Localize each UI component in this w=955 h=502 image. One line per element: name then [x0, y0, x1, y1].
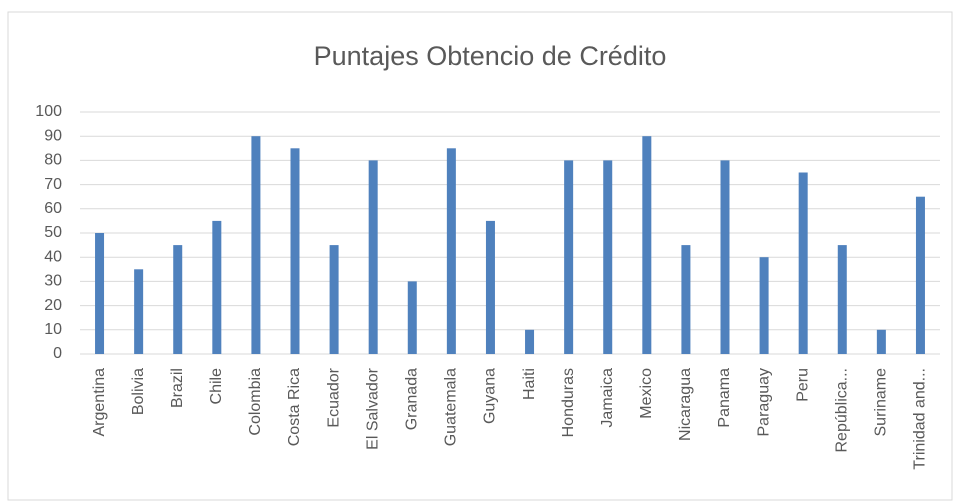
x-tick-label: Panama — [716, 368, 733, 428]
x-tick-label: Trinidad and... — [912, 368, 929, 470]
x-tick-label: Guyana — [482, 368, 499, 424]
y-tick-label: 30 — [44, 273, 62, 290]
x-tick-label: Suriname — [873, 368, 890, 437]
y-tick-label: 50 — [44, 224, 62, 241]
bar — [564, 160, 574, 354]
x-tick-label: Haiti — [521, 368, 538, 400]
bar — [407, 281, 417, 354]
x-tick-label: Brazil — [169, 368, 186, 408]
bar — [290, 148, 300, 354]
x-tick-label: Jamaica — [599, 368, 616, 428]
x-tick-label: Mexico — [638, 368, 655, 419]
x-tick-label: Argentina — [91, 368, 108, 437]
bar — [485, 220, 495, 354]
bar — [759, 257, 769, 354]
y-tick-label: 0 — [53, 345, 62, 362]
bar — [603, 160, 613, 354]
x-tick-label: Honduras — [560, 368, 577, 437]
bar — [368, 160, 378, 354]
x-tick-label: Bolivia — [130, 368, 147, 415]
bar — [642, 136, 652, 354]
x-tick-label: Costa Rica — [286, 368, 303, 446]
bar — [837, 245, 847, 354]
x-tick-label: El Salvador — [364, 367, 381, 449]
chart-title: Puntajes Obtencio de Crédito — [314, 41, 667, 71]
y-tick-label: 100 — [35, 103, 62, 120]
y-tick-label: 10 — [44, 321, 62, 338]
chart-frame — [7, 11, 953, 501]
x-tick-label: República... — [833, 368, 850, 453]
x-tick-label: Peru — [794, 368, 811, 402]
x-tick-label: Paraguay — [755, 368, 772, 437]
y-tick-label: 80 — [44, 152, 62, 169]
bar — [95, 233, 105, 354]
bar — [876, 329, 886, 354]
bar — [329, 245, 339, 354]
bar — [212, 220, 222, 354]
y-tick-label: 70 — [44, 176, 62, 193]
bar — [446, 148, 456, 354]
y-tick-label: 40 — [44, 248, 62, 265]
bar — [251, 136, 261, 354]
x-tick-label: Granada — [403, 368, 420, 430]
y-tick-label: 20 — [44, 297, 62, 314]
bar — [798, 172, 808, 354]
x-tick-label: Chile — [208, 368, 225, 405]
bar — [134, 269, 144, 354]
x-tick-label: Nicaragua — [677, 368, 694, 441]
y-tick-label: 90 — [44, 127, 62, 144]
x-tick-label: Colombia — [247, 368, 264, 436]
bar — [525, 329, 535, 354]
bar — [173, 245, 183, 354]
x-tick-label: Ecuador — [325, 367, 342, 427]
bar — [915, 196, 925, 354]
bar — [720, 160, 730, 354]
bar — [681, 245, 691, 354]
x-tick-label: Guatemala — [443, 368, 460, 446]
y-tick-label: 60 — [44, 200, 62, 217]
